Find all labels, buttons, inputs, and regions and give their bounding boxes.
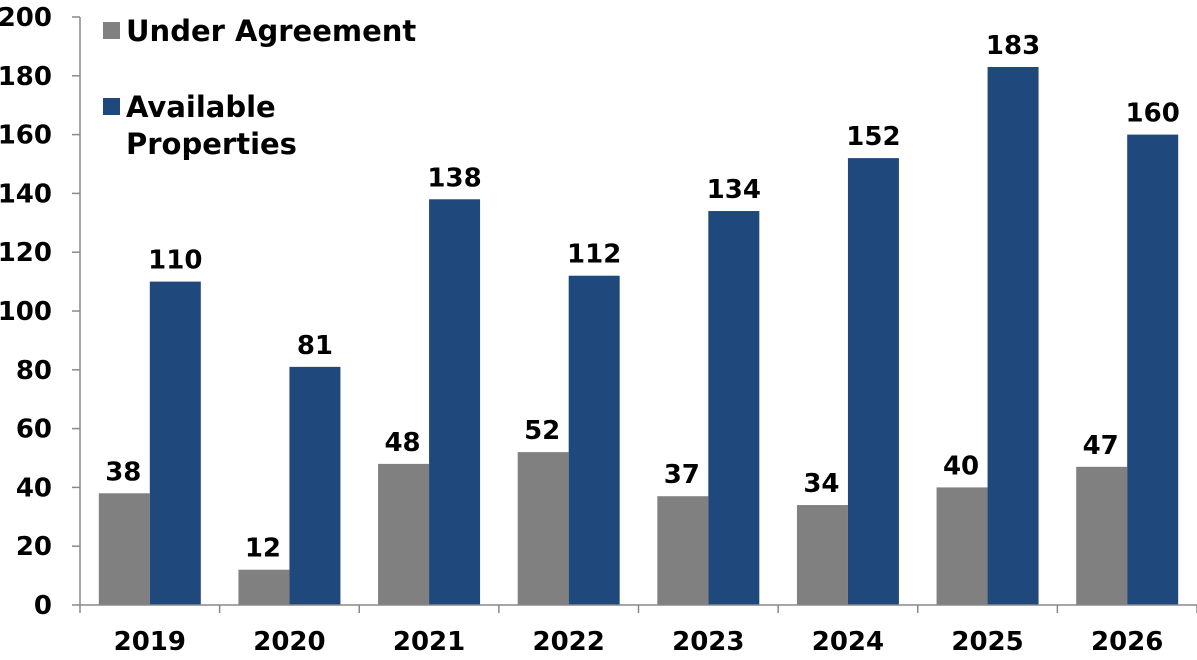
bar-available-properties-2023 [708, 211, 760, 606]
data-label: 37 [664, 460, 700, 490]
data-label: 112 [567, 240, 621, 270]
x-tick-label: 2025 [951, 627, 1023, 657]
x-tick-label: 2019 [114, 627, 186, 657]
data-label: 38 [105, 457, 141, 487]
data-label: 134 [707, 175, 761, 205]
y-tick-label: 180 [0, 62, 52, 92]
data-labels-layer: 38 110 12 81 48 138 52 112 37 134 34 152 40 183 47 160 [105, 31, 1180, 564]
bar-available-properties-2021 [429, 199, 481, 605]
data-label: 52 [524, 416, 560, 446]
bar-under-agreement-2024 [796, 505, 848, 605]
bar-under-agreement-2022 [517, 452, 569, 605]
data-label: 110 [148, 246, 202, 276]
bar-under-agreement-2025 [936, 487, 988, 605]
data-label: 40 [943, 451, 979, 481]
data-label: 34 [803, 469, 839, 499]
bar-under-agreement-2026 [1076, 466, 1128, 605]
data-label: 48 [384, 428, 420, 458]
y-tick-label: 60 [16, 415, 52, 445]
data-label: 47 [1083, 431, 1119, 461]
bar-available-properties-2025 [987, 66, 1039, 606]
legend-label-available-properties: Available Properties [126, 90, 297, 161]
x-tick-label: 2021 [393, 627, 465, 657]
bar-available-properties-2022 [568, 275, 620, 605]
bar-available-properties-2024 [847, 158, 899, 605]
bar-under-agreement-2021 [378, 463, 430, 605]
y-tick-label: 100 [0, 297, 52, 327]
bar-available-properties-2020 [289, 366, 341, 605]
x-tick-label: 2026 [1091, 627, 1163, 657]
legend-label-under-agreement: Under Agreement [126, 14, 416, 48]
y-tick-label: 0 [34, 591, 52, 621]
bars-layer [98, 66, 1179, 606]
x-tick-label: 2023 [672, 627, 744, 657]
bar-under-agreement-2023 [657, 496, 709, 605]
bar-available-properties-2019 [149, 281, 201, 605]
axes-layer: 0 20 40 60 80 100 120 140 160 180 200 2019 2020 2021 2… [0, 3, 1197, 657]
data-label: 81 [297, 331, 333, 361]
legend-swatch-available-properties [103, 98, 120, 115]
y-tick-label: 140 [0, 179, 52, 209]
x-tick-label: 2022 [533, 627, 605, 657]
legend-swatch-under-agreement [103, 22, 120, 39]
data-label: 138 [427, 163, 481, 193]
bar-under-agreement-2019 [98, 493, 150, 605]
y-tick-label: 160 [0, 121, 52, 151]
y-tick-label: 20 [16, 532, 52, 562]
y-tick-label: 80 [16, 356, 52, 386]
y-tick-label: 120 [0, 238, 52, 268]
x-tick-label: 2020 [253, 627, 325, 657]
x-tick-label: 2024 [812, 627, 884, 657]
y-tick-label: 40 [16, 473, 52, 503]
data-label: 12 [245, 534, 281, 564]
bar-under-agreement-2020 [238, 569, 290, 605]
y-tick-label: 200 [0, 3, 52, 33]
data-label: 183 [986, 31, 1040, 61]
legend: Under Agreement Available Properties [103, 14, 416, 161]
bar-available-properties-2026 [1127, 134, 1179, 605]
data-label: 160 [1126, 99, 1180, 129]
data-label: 152 [846, 122, 900, 152]
